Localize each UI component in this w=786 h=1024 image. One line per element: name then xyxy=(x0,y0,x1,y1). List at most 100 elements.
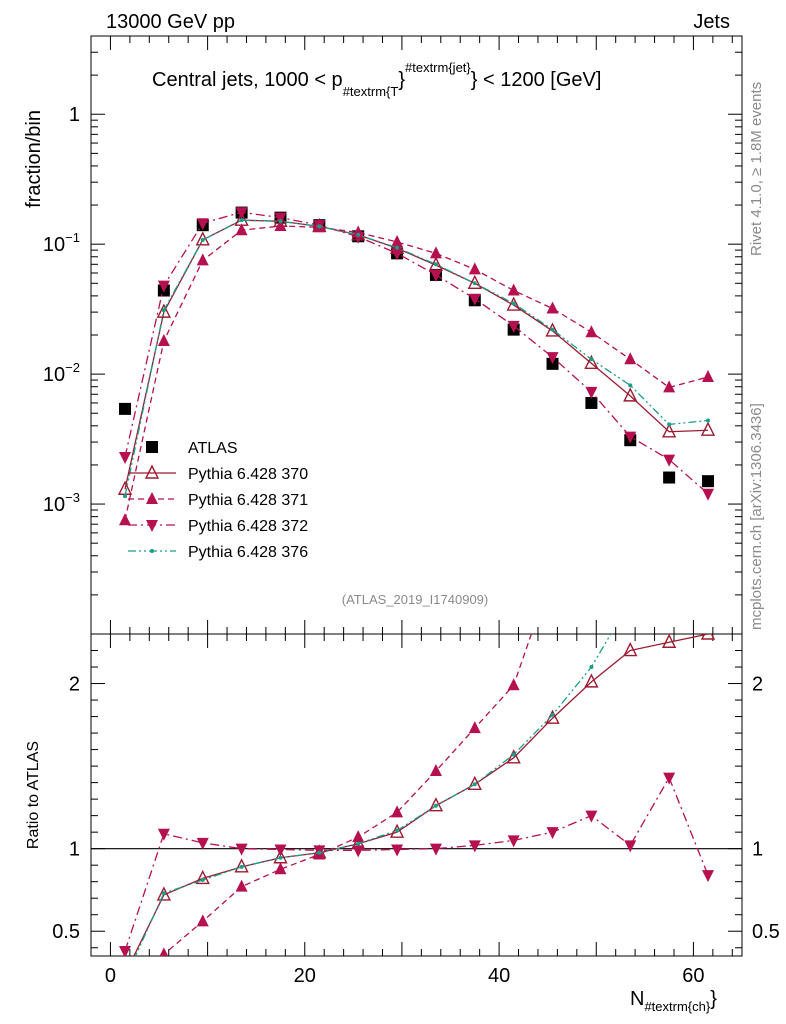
main-point xyxy=(550,327,555,332)
main-point xyxy=(589,357,594,362)
ratio-tick-label-left: 1 xyxy=(69,839,80,861)
main-point xyxy=(667,422,672,427)
ratio-tick-label-right: 2 xyxy=(752,674,763,696)
main-point xyxy=(705,418,710,423)
main-point xyxy=(701,475,714,488)
ratio-point xyxy=(663,198,675,210)
ratio-line xyxy=(134,634,612,956)
main-point xyxy=(507,283,520,296)
ratio-point xyxy=(196,837,209,850)
main-line xyxy=(124,211,709,495)
ratio-point xyxy=(467,775,482,790)
energy-label: 13000 GeV pp xyxy=(106,11,235,33)
legend-item: Pythia 6.428 376 xyxy=(128,544,308,561)
main-point xyxy=(123,494,128,499)
main-series-4 xyxy=(123,218,710,499)
ratio-point xyxy=(235,843,248,856)
main-point xyxy=(356,232,361,237)
legend-item: Pythia 6.428 370 xyxy=(128,464,308,483)
main-point xyxy=(274,212,287,225)
ratio-series xyxy=(119,198,716,979)
ratio-point xyxy=(157,828,170,841)
y-tick-label: 10−3 xyxy=(43,490,80,516)
ratio-point xyxy=(389,823,405,838)
main-point xyxy=(472,281,477,286)
legend-item: Pythia 6.428 372 xyxy=(128,518,308,535)
legend-marker xyxy=(150,549,154,553)
ratio-point xyxy=(429,843,442,856)
y-tick-label: 1 xyxy=(69,104,80,126)
ratio-point xyxy=(391,805,404,818)
ratio-point xyxy=(196,914,209,927)
ratio-series-0 xyxy=(119,634,716,979)
ratio-point xyxy=(472,782,477,787)
main-point xyxy=(507,320,520,333)
ratio-series-2 xyxy=(119,772,714,956)
y-axis-label: fraction/bin xyxy=(23,110,45,208)
ratio-point xyxy=(159,947,169,956)
title-main: Central jets, 1000 < p xyxy=(152,69,343,91)
ratio-point xyxy=(623,641,638,657)
ratio-point xyxy=(156,886,172,901)
x-tick-label: 20 xyxy=(294,965,316,987)
main-point xyxy=(623,387,638,402)
ratio-point xyxy=(235,879,248,892)
ratio-tick-label-right: 1 xyxy=(752,839,763,861)
ratio-point xyxy=(667,582,671,586)
legend-marker xyxy=(144,464,160,479)
legend-label: Pythia 6.428 372 xyxy=(188,518,308,535)
legend-label: Pythia 6.428 370 xyxy=(188,466,308,483)
main-point xyxy=(506,296,521,311)
main-point xyxy=(663,471,676,484)
main-point xyxy=(235,207,248,220)
ratio-series-1 xyxy=(159,198,675,956)
main-point xyxy=(274,218,287,231)
ratio-line xyxy=(161,634,533,956)
legend-label: Pythia 6.428 371 xyxy=(188,492,308,509)
ratio-point xyxy=(119,967,131,979)
title-close: } xyxy=(398,69,405,91)
main-line xyxy=(124,219,709,490)
main-line xyxy=(124,219,709,497)
ratio-point xyxy=(507,835,520,848)
x-tick-label: 40 xyxy=(488,965,510,987)
ratio-point xyxy=(239,864,244,869)
ratio-point xyxy=(706,533,710,537)
ratio-series-3 xyxy=(134,533,710,956)
ratio-point xyxy=(546,827,559,840)
tick-labels: 10−310−210−110.5 0.51 12 20 20 40 60 xyxy=(43,104,780,987)
title-sup: #textrm{jet} xyxy=(405,60,471,75)
ratio-panel-frame xyxy=(90,633,743,957)
ratio-point xyxy=(589,665,594,670)
ratio-point xyxy=(585,429,597,441)
ratio-point xyxy=(663,772,676,785)
ratio-point xyxy=(395,828,400,833)
ratio-point xyxy=(585,810,598,823)
ratio-point xyxy=(550,712,555,717)
main-point xyxy=(157,333,170,346)
mcplots-label: mcplots.cern.ch [arXiv:1306.3436] xyxy=(748,403,765,630)
main-point xyxy=(701,370,714,383)
main-point xyxy=(429,269,442,282)
main-point xyxy=(584,354,599,370)
main-series-3 xyxy=(119,207,714,501)
ratio-point xyxy=(195,869,210,885)
rivet-label: Rivet 4.1.0, ≥ 1.8M events xyxy=(748,82,765,256)
main-point xyxy=(545,322,560,337)
ratio-point xyxy=(547,566,559,578)
ratio-point xyxy=(278,855,283,860)
ratio-point xyxy=(274,844,287,857)
ratio-point xyxy=(624,313,636,325)
ratio-point xyxy=(506,749,521,764)
legend-marker xyxy=(146,492,158,504)
ratio-point xyxy=(700,634,716,640)
main-point xyxy=(585,325,598,338)
main-point xyxy=(468,262,481,275)
main-point xyxy=(511,301,516,306)
ratio-axis-label: Ratio to ATLAS xyxy=(25,741,42,849)
ratio-point xyxy=(119,946,132,956)
main-point xyxy=(200,237,205,242)
main-point xyxy=(467,274,482,289)
main-point xyxy=(161,308,166,313)
